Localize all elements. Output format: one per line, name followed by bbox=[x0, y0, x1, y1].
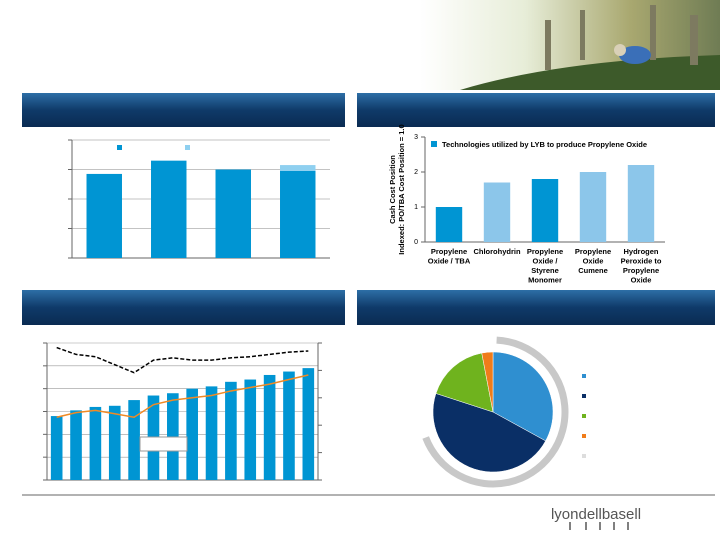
bar bbox=[186, 388, 198, 480]
banner-bird bbox=[619, 46, 651, 64]
panel-header bbox=[357, 290, 715, 325]
bar bbox=[70, 410, 82, 480]
panel-header bbox=[22, 93, 345, 127]
legend-swatch bbox=[582, 374, 586, 378]
bar bbox=[128, 400, 140, 480]
bar bbox=[205, 386, 218, 480]
bar bbox=[108, 405, 121, 480]
logo-bars bbox=[569, 522, 629, 530]
pie-slice bbox=[435, 352, 494, 413]
legend-swatch bbox=[582, 454, 586, 458]
pie-slice bbox=[492, 351, 554, 442]
line bbox=[56, 374, 309, 418]
bar bbox=[50, 416, 63, 480]
bar bbox=[627, 165, 655, 242]
x-tick-label: Chlorohydrin bbox=[473, 247, 520, 256]
bar bbox=[531, 179, 559, 242]
bar bbox=[435, 207, 463, 242]
legend-label: Technologies utilized by LYB to produce … bbox=[442, 140, 647, 149]
pie-slice bbox=[432, 393, 546, 473]
panel-header bbox=[357, 93, 715, 127]
bar bbox=[244, 379, 257, 480]
y-tick-label: 1 bbox=[414, 204, 418, 211]
bar bbox=[89, 406, 102, 480]
legend-swatch bbox=[431, 141, 437, 147]
bar bbox=[263, 374, 276, 480]
bar bbox=[225, 381, 237, 480]
line bbox=[56, 346, 309, 374]
banner-bird-head bbox=[614, 44, 626, 56]
legend-swatch bbox=[185, 145, 190, 150]
x-tick-label: Propylene Oxide / TBA bbox=[428, 247, 471, 266]
y-tick-label: 0 bbox=[414, 239, 418, 246]
bar bbox=[283, 371, 295, 480]
bar bbox=[280, 165, 316, 171]
bar bbox=[151, 160, 187, 258]
banner-plant bbox=[545, 5, 698, 70]
bar bbox=[483, 182, 511, 242]
bar bbox=[280, 170, 316, 258]
legend-swatch bbox=[582, 394, 586, 398]
logo: lyondellbasell bbox=[551, 506, 641, 523]
bar bbox=[86, 173, 122, 258]
legend-swatch bbox=[582, 434, 586, 438]
bar bbox=[215, 169, 251, 258]
x-tick-label: Propylene Oxide Cumene bbox=[575, 247, 611, 275]
y-tick-label: 3 bbox=[414, 134, 418, 141]
panel-header bbox=[22, 290, 345, 325]
y-tick-label: 2 bbox=[414, 169, 418, 176]
legend-swatch bbox=[117, 145, 122, 150]
banner-grass bbox=[460, 55, 720, 90]
y-axis-title: Cash Cost PositionIndexed: PO/TBA Cost P… bbox=[388, 124, 406, 254]
legend-swatch bbox=[582, 414, 586, 418]
x-tick-label: Hydrogen Peroxide to Propylene Oxide bbox=[621, 247, 662, 285]
x-tick-label: Propylene Oxide / Styrene Monomer bbox=[527, 247, 563, 285]
bar bbox=[302, 368, 315, 480]
pie-slice bbox=[481, 351, 494, 413]
bar bbox=[579, 172, 607, 242]
annotation-box bbox=[139, 436, 188, 452]
pie-ring bbox=[422, 336, 569, 488]
